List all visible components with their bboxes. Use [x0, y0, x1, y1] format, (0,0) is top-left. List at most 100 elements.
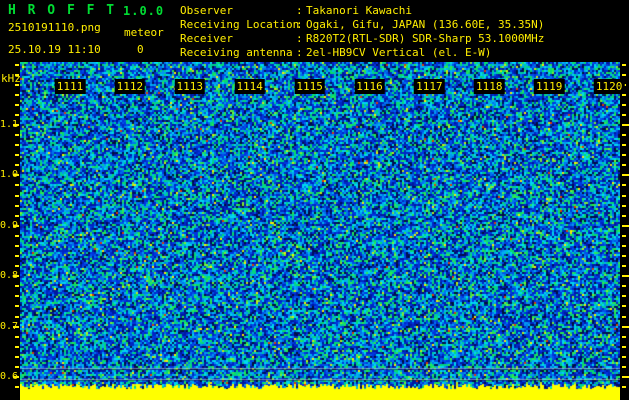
- time-tick-label: 1118: [474, 79, 505, 94]
- freq-minor-tick-left: [15, 235, 19, 237]
- time-tick-label: 1111: [54, 79, 86, 94]
- freq-minor-tick-left: [15, 356, 19, 358]
- freq-minor-tick-left: [15, 245, 19, 247]
- freq-minor-tick-left: [15, 64, 19, 66]
- freq-tick-label: 1.0: [0, 169, 19, 180]
- info-row-value: 2el-HB9CV Vertical (el. E-W): [306, 46, 492, 59]
- freq-tick-label: 1.1: [0, 119, 19, 130]
- freq-minor-tick-right: [622, 215, 626, 217]
- mode-label: meteor: [124, 26, 164, 39]
- freq-minor-tick-right: [622, 245, 626, 247]
- datetime-label: 25.10.19 11:10: [8, 43, 101, 56]
- freq-minor-tick-left: [15, 255, 19, 257]
- freq-minor-tick-right: [622, 316, 626, 318]
- meteor-count: 0: [137, 43, 144, 56]
- freq-minor-tick-right: [622, 356, 626, 358]
- freq-minor-tick-left: [15, 215, 19, 217]
- freq-minor-tick-right: [622, 255, 626, 257]
- freq-minor-tick-left: [15, 295, 19, 297]
- freq-minor-tick-left: [15, 366, 19, 368]
- freq-minor-tick-left: [15, 84, 19, 86]
- freq-minor-tick-right: [622, 386, 626, 388]
- freq-minor-tick-left: [15, 285, 19, 287]
- freq-minor-tick-left: [15, 154, 19, 156]
- freq-major-tick-right: [622, 326, 629, 328]
- freq-minor-tick-right: [622, 184, 626, 186]
- freq-major-tick-left: [13, 376, 19, 378]
- freq-major-tick-left: [13, 124, 19, 126]
- time-tick-label: 1115: [294, 79, 325, 94]
- time-tick-label: 1114: [234, 79, 265, 94]
- info-row-separator: :: [296, 4, 303, 17]
- freq-minor-tick-right: [622, 336, 626, 338]
- info-row-separator: :: [296, 32, 303, 45]
- spectrogram-canvas: [20, 62, 620, 400]
- time-tick-label: 1119: [533, 79, 565, 94]
- freq-minor-tick-left: [15, 316, 19, 318]
- freq-major-tick-left: [13, 225, 19, 227]
- freq-minor-tick-left: [15, 386, 19, 388]
- time-tick-label: 1112: [114, 79, 146, 94]
- info-row-label: Receiving antenna: [180, 46, 293, 59]
- time-tick-label: 1117: [414, 79, 445, 94]
- freq-minor-tick-left: [15, 346, 19, 348]
- info-row-value: R820T2(RTL-SDR) SDR-Sharp 53.1000MHz: [306, 32, 545, 45]
- freq-minor-tick-left: [15, 336, 19, 338]
- freq-minor-tick-right: [622, 94, 626, 96]
- freq-major-tick-right: [622, 376, 629, 378]
- freq-minor-tick-right: [622, 205, 626, 207]
- freq-minor-tick-right: [622, 74, 626, 76]
- freq-minor-tick-left: [15, 74, 19, 76]
- freq-minor-tick-right: [622, 285, 626, 287]
- freq-minor-tick-right: [622, 164, 626, 166]
- freq-minor-tick-left: [15, 104, 19, 106]
- freq-major-tick-right: [622, 225, 629, 227]
- freq-major-tick-right: [622, 124, 629, 126]
- freq-minor-tick-left: [15, 164, 19, 166]
- freq-minor-tick-right: [622, 195, 626, 197]
- time-tick-label: 1120: [593, 79, 625, 94]
- freq-major-tick-left: [13, 326, 19, 328]
- freq-minor-tick-right: [622, 235, 626, 237]
- freq-major-tick-left: [13, 275, 19, 277]
- freq-major-tick-right: [622, 174, 629, 176]
- freq-major-tick-left: [13, 174, 19, 176]
- time-tick-label: 1116: [354, 79, 385, 94]
- app-version: 1.0.0: [123, 4, 165, 18]
- info-row-separator: :: [296, 46, 303, 59]
- freq-minor-tick-left: [15, 205, 19, 207]
- freq-axis-unit: kHz: [1, 72, 21, 85]
- freq-minor-tick-right: [622, 366, 626, 368]
- freq-minor-tick-right: [622, 346, 626, 348]
- freq-tick-label: 0.6: [0, 371, 19, 382]
- info-row-value: Ogaki, Gifu, JAPAN (136.60E, 35.35N): [306, 18, 545, 31]
- info-row-label: Receiver: [180, 32, 233, 45]
- freq-minor-tick-left: [15, 134, 19, 136]
- freq-minor-tick-right: [622, 104, 626, 106]
- freq-minor-tick-right: [622, 265, 626, 267]
- freq-minor-tick-right: [622, 114, 626, 116]
- info-row-value: Takanori Kawachi: [306, 4, 412, 17]
- output-filename: 2510191110.png: [8, 21, 101, 34]
- freq-minor-tick-right: [622, 64, 626, 66]
- info-row-label: Observer: [180, 4, 233, 17]
- freq-tick-label: 0.7: [0, 321, 19, 332]
- freq-minor-tick-left: [15, 144, 19, 146]
- freq-minor-tick-right: [622, 154, 626, 156]
- info-row-separator: :: [296, 18, 303, 31]
- freq-tick-label: 0.9: [0, 220, 19, 231]
- info-row-label: Receiving Location: [180, 18, 300, 31]
- freq-tick-label: 0.8: [0, 270, 19, 281]
- freq-minor-tick-left: [15, 94, 19, 96]
- freq-minor-tick-left: [15, 114, 19, 116]
- freq-minor-tick-left: [15, 265, 19, 267]
- freq-minor-tick-right: [622, 295, 626, 297]
- freq-minor-tick-right: [622, 144, 626, 146]
- freq-minor-tick-right: [622, 134, 626, 136]
- freq-minor-tick-left: [15, 195, 19, 197]
- time-tick-label: 1113: [174, 79, 206, 94]
- freq-minor-tick-right: [622, 305, 626, 307]
- freq-minor-tick-left: [15, 305, 19, 307]
- freq-minor-tick-left: [15, 184, 19, 186]
